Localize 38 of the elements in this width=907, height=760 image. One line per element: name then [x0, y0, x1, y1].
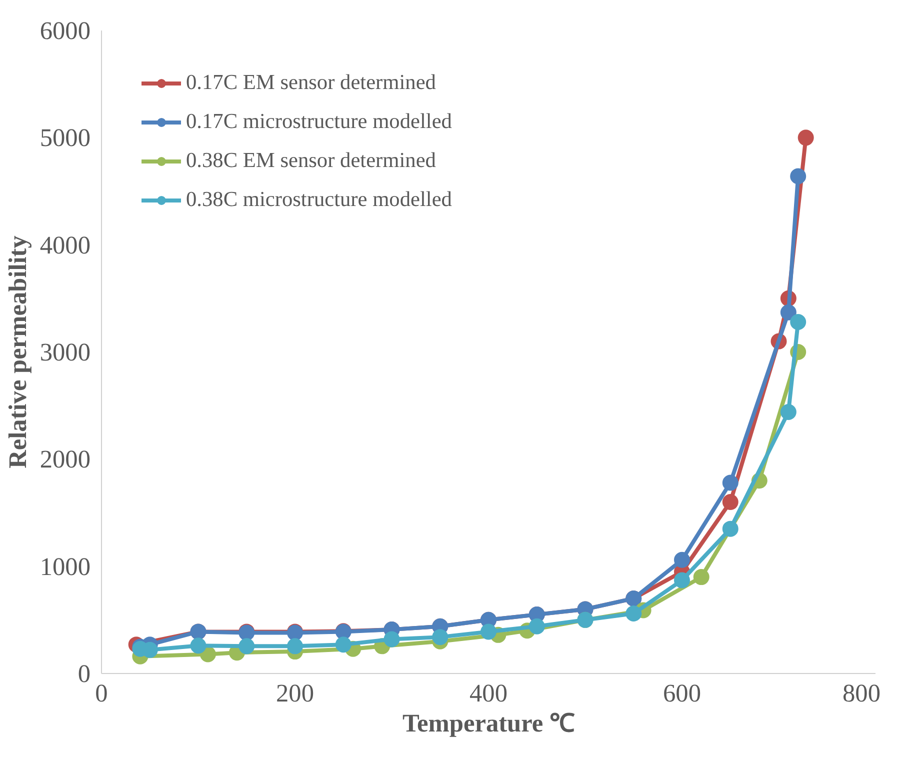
- legend-label: 0.17C microstructure modelled: [186, 109, 452, 134]
- legend-label: 0.17C EM sensor determined: [186, 70, 436, 95]
- y-tick-label: 0: [78, 660, 91, 688]
- point: [335, 636, 352, 653]
- y-tick-label: 6000: [40, 17, 90, 45]
- point: [238, 638, 255, 654]
- y-tick-label: 5000: [40, 124, 90, 152]
- point: [626, 606, 642, 622]
- point: [780, 404, 796, 420]
- point: [528, 618, 545, 634]
- x-tick-label: 400: [470, 680, 508, 708]
- y-tick-label: 4000: [40, 231, 90, 260]
- point: [480, 624, 496, 640]
- x-tick-label: 800: [842, 680, 881, 708]
- point: [722, 520, 738, 537]
- point: [798, 130, 814, 146]
- point: [287, 638, 303, 654]
- point: [384, 631, 400, 648]
- x-tick-label: 600: [663, 680, 702, 708]
- legend-label: 0.38C EM sensor determined: [186, 148, 436, 173]
- point: [780, 304, 796, 320]
- point: [722, 474, 738, 491]
- y-tick-label: 3000: [40, 338, 90, 366]
- point: [790, 168, 806, 184]
- x-tick-label: 200: [276, 680, 314, 708]
- x-tick-label: 0: [95, 680, 108, 708]
- y-axis-title: Relative permeability: [4, 235, 32, 468]
- x-axis-title: Temperature ℃: [402, 710, 576, 738]
- point: [693, 569, 710, 586]
- point: [722, 494, 738, 510]
- point: [674, 552, 690, 568]
- point: [790, 314, 806, 330]
- point: [674, 572, 690, 588]
- legend-label: 0.38C microstructure modelled: [186, 187, 452, 212]
- point: [190, 638, 206, 654]
- point: [432, 629, 448, 646]
- y-tick-label: 2000: [40, 446, 90, 474]
- y-tick-label: 1000: [40, 552, 90, 581]
